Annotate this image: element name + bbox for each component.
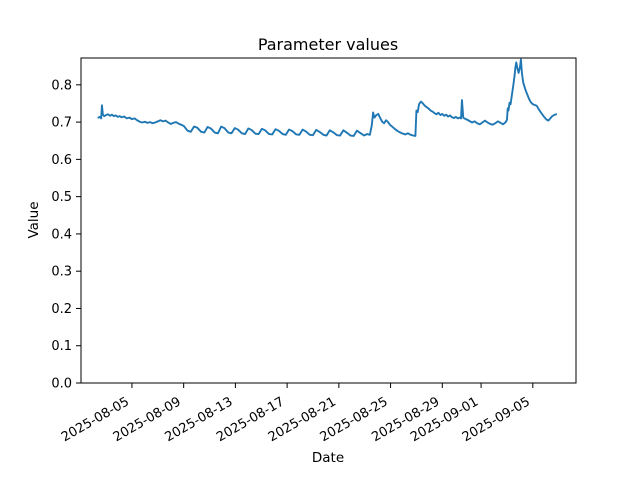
y-tick-label: 0.8 (51, 78, 72, 93)
y-tick-label: 0.0 (51, 377, 72, 392)
y-tick-label: 0.5 (51, 190, 72, 205)
x-axis-label: Date (312, 450, 344, 466)
chart-title: Parameter values (258, 35, 398, 54)
plot-border (80, 57, 577, 384)
data-line (97, 58, 558, 137)
y-tick-label: 0.1 (51, 339, 72, 354)
y-axis-label: Value (26, 201, 42, 238)
y-axis-ticks: 0.0 0.1 0.2 0.3 0.4 0.5 0.6 0.7 0.8 (51, 78, 81, 392)
y-tick-label: 0.6 (51, 153, 72, 168)
x-axis-ticks: 2025-08-052025-08-092025-08-132025-08-17… (59, 383, 534, 445)
y-tick-label: 0.4 (51, 227, 72, 242)
y-tick-label: 0.2 (51, 302, 72, 317)
y-tick-label: 0.3 (51, 265, 72, 280)
y-tick-label: 0.7 (51, 116, 72, 131)
